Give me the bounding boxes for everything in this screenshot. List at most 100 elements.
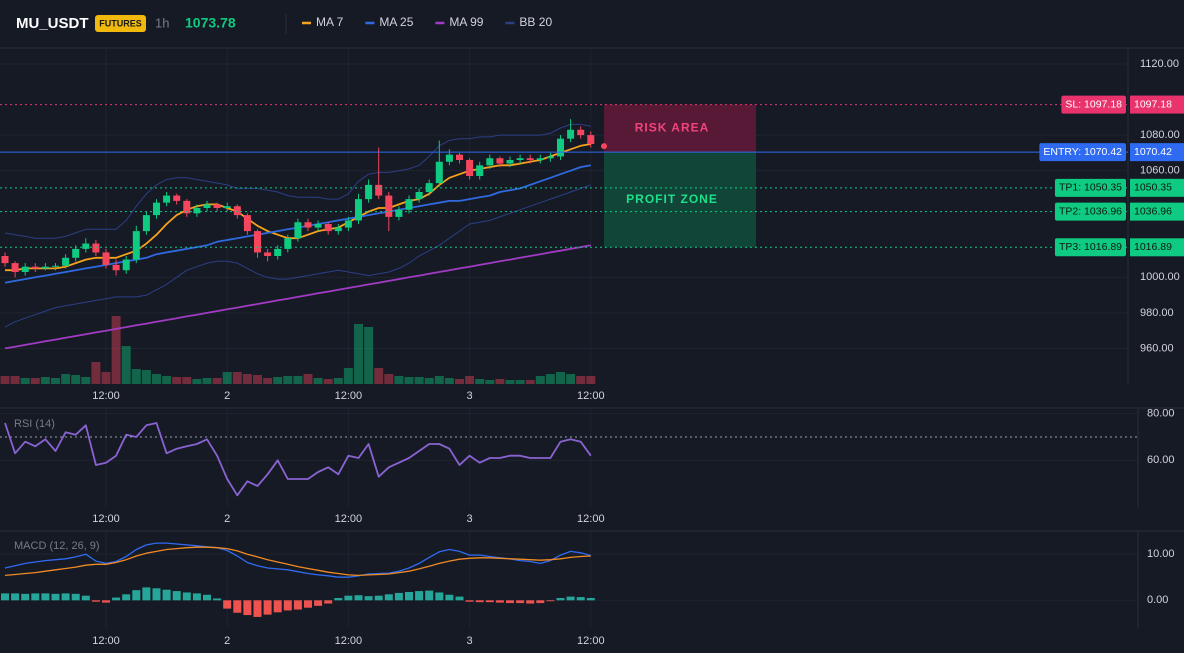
volume-bar — [283, 376, 293, 384]
candle-body — [415, 192, 423, 200]
y-tick-label: 1080.00 — [1140, 129, 1180, 141]
bollinger-upper — [4, 123, 591, 239]
volume-bar — [394, 376, 404, 384]
level-price: 1016.89 — [1134, 241, 1172, 253]
volume-bar — [61, 374, 71, 384]
histogram-bar — [435, 592, 444, 601]
volume-bar — [81, 377, 91, 384]
candle-body — [365, 184, 373, 200]
zone-label: PROFIT ZONE — [626, 192, 718, 206]
histogram-bar — [354, 595, 363, 601]
histogram-bar — [1, 593, 9, 601]
pane-title: MACD (12, 26, 9) — [14, 540, 100, 552]
candle-body — [21, 266, 29, 272]
volume-bar — [253, 375, 262, 384]
candle-body — [284, 238, 292, 249]
x-tick-label: 12:00 — [335, 390, 363, 402]
last-price: 1073.78 — [185, 15, 236, 31]
x-tick-label: 2 — [224, 635, 230, 647]
volume-bar — [51, 378, 60, 384]
candle-body — [153, 202, 160, 216]
histogram-bar — [112, 597, 121, 601]
histogram-bar — [334, 598, 343, 601]
histogram-bar — [586, 598, 595, 601]
candle-body — [324, 224, 332, 232]
x-tick-label: 2 — [224, 513, 230, 525]
volume-bar — [586, 376, 596, 384]
candle-body — [294, 222, 302, 239]
badge-background — [95, 15, 146, 32]
volume-bar — [111, 316, 121, 384]
zone-label: RISK AREA — [635, 121, 710, 135]
volume-bar — [101, 372, 111, 384]
volume-bar — [10, 376, 20, 384]
histogram-bar — [182, 592, 191, 601]
candle-body — [112, 264, 120, 271]
candle-body — [274, 248, 282, 256]
volume-bar — [293, 376, 303, 384]
volume-bar — [505, 380, 515, 384]
candle-body — [142, 215, 150, 232]
histogram-bar — [273, 600, 282, 613]
histogram-bar — [536, 600, 545, 604]
y-tick-label: 980.00 — [1140, 307, 1174, 319]
histogram-bar — [374, 595, 383, 601]
level-tag — [1039, 143, 1126, 162]
candle-body — [223, 206, 231, 208]
volume-bar — [475, 379, 485, 384]
histogram-bar — [324, 600, 333, 604]
x-tick-label: 12:00 — [92, 635, 120, 647]
candle-body — [567, 129, 575, 139]
level-price: 1097.18 — [1134, 98, 1172, 110]
legend-label: BB 20 — [519, 15, 552, 29]
candle-body — [395, 209, 403, 217]
level-tag-label: TP2: 1036.96 — [1059, 205, 1122, 217]
candle-body — [536, 158, 544, 160]
histogram-bar — [203, 594, 211, 601]
histogram-bar — [192, 593, 201, 601]
interval[interactable]: 1h — [155, 15, 169, 30]
level-tag-label: ENTRY: 1070.42 — [1043, 146, 1122, 158]
volume-bar — [444, 378, 454, 384]
volume-bar — [182, 377, 192, 384]
histogram-bar — [41, 593, 50, 601]
volume-bar — [545, 374, 555, 384]
histogram-bar — [445, 594, 454, 601]
volume-bar — [495, 379, 505, 384]
volume-bar — [556, 372, 565, 384]
volume-bar — [535, 376, 545, 384]
candle-body — [193, 208, 201, 214]
volume-bar — [566, 374, 576, 384]
histogram-bar — [556, 598, 565, 601]
histogram-bar — [223, 600, 232, 609]
histogram-bar — [384, 594, 393, 601]
level-tag — [1054, 202, 1126, 221]
volume-bar — [263, 378, 273, 384]
histogram-bar — [283, 600, 292, 611]
candle-body — [183, 200, 191, 214]
histogram-bar — [233, 600, 242, 613]
histogram-bar — [546, 600, 555, 602]
candle-body — [314, 224, 322, 228]
volume-bar — [242, 374, 252, 384]
x-tick-label: 12:00 — [92, 513, 120, 525]
candle-body — [506, 160, 514, 164]
candle-body — [486, 158, 494, 166]
candle-body — [213, 204, 221, 208]
histogram-bar — [132, 590, 141, 601]
volume-bar — [354, 324, 363, 384]
histogram-bar — [91, 600, 100, 602]
candle-body — [243, 215, 251, 232]
volume-bar — [515, 380, 525, 384]
histogram-bar — [51, 593, 60, 601]
y-tick-label: 960.00 — [1140, 342, 1174, 354]
volume-bar — [576, 376, 586, 384]
x-tick-label: 12:00 — [577, 390, 605, 402]
candle-body — [557, 138, 564, 157]
candle-body — [102, 252, 110, 265]
x-tick-label: 12:00 — [577, 513, 605, 525]
x-tick-label: 12:00 — [577, 635, 605, 647]
histogram-bar — [344, 595, 353, 601]
candle-body — [31, 266, 39, 269]
